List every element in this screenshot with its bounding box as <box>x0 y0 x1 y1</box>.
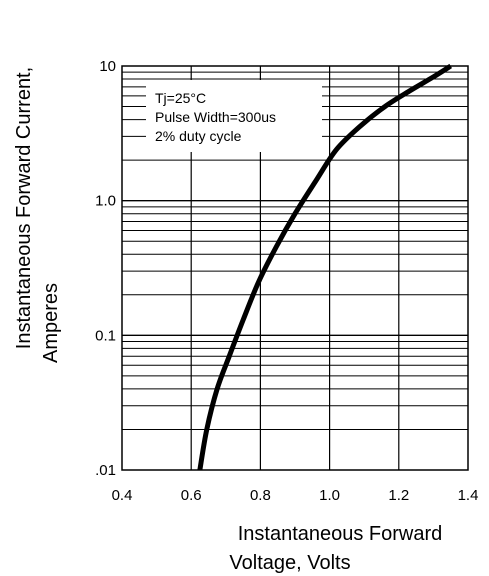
x-axis-label-line-2: Voltage, Volts <box>229 552 350 574</box>
y-tick-label: .01 <box>95 462 116 479</box>
y-tick-label: 10 <box>99 58 116 75</box>
annotation-box-background <box>146 80 322 152</box>
y-tick-label: 1.0 <box>95 193 116 210</box>
y-axis-label-line-1: Instantaneous Forward Current, <box>13 67 35 349</box>
x-tick-label: 1.4 <box>458 487 479 504</box>
x-tick-label: 0.6 <box>181 487 202 504</box>
x-axis-label-line-1: Instantaneous Forward <box>238 523 443 545</box>
x-tick-label: 1.0 <box>319 487 340 504</box>
y-tick-labels: .01 0.1 1.0 10 <box>95 58 116 479</box>
x-tick-label: 1.2 <box>388 487 409 504</box>
x-tick-label: 0.4 <box>112 487 133 504</box>
curve-layer <box>197 63 453 471</box>
y-axis-label: Instantaneous Forward Current, Amperes <box>13 67 62 363</box>
x-tick-label: 0.8 <box>250 487 271 504</box>
plot-frame <box>121 65 469 471</box>
y-axis-label-line-2: Amperes <box>40 283 62 363</box>
annotation-duty-cycle: 2% duty cycle <box>155 128 242 144</box>
annotation-pulse-width: Pulse Width=300us <box>155 109 276 125</box>
forward-current-curve <box>197 63 453 471</box>
x-tick-labels: 0.4 0.6 0.8 1.0 1.2 1.4 <box>112 487 479 504</box>
y-tick-label: 0.1 <box>95 327 116 344</box>
annotation-temperature: Tj=25°C <box>155 90 206 106</box>
annotation-box: Tj=25°C Pulse Width=300us 2% duty cycle <box>146 80 322 152</box>
